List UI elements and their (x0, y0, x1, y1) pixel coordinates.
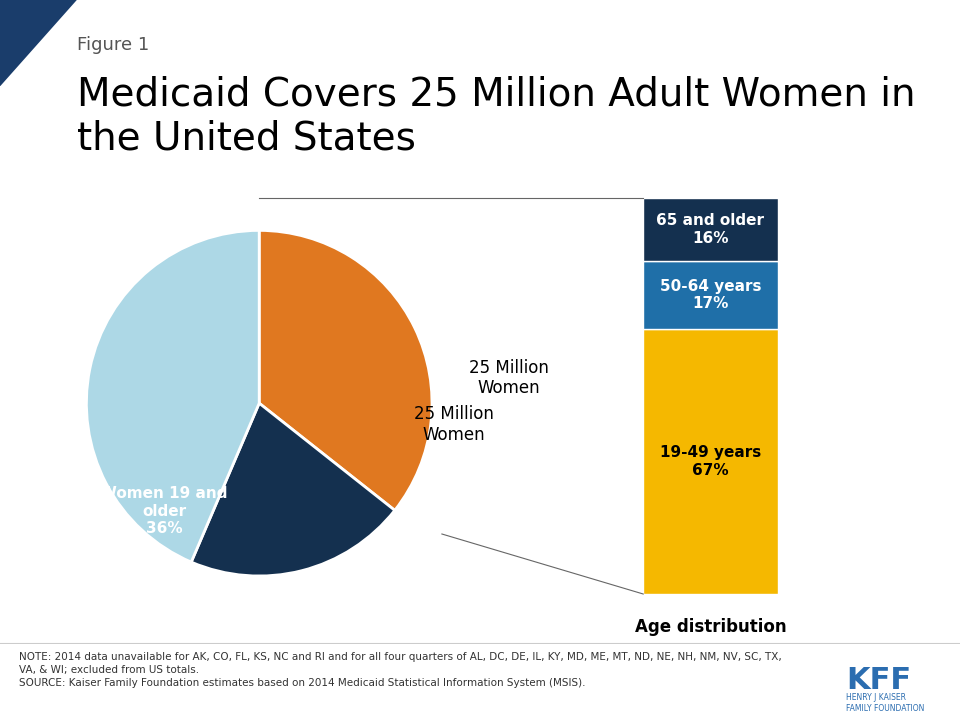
Polygon shape (0, 0, 77, 86)
Text: 19-49 years
67%: 19-49 years 67% (660, 445, 761, 477)
FancyBboxPatch shape (643, 261, 778, 328)
Text: Women 19 and
older
36%: Women 19 and older 36% (101, 486, 228, 536)
Text: 25 Million
Women: 25 Million Women (414, 405, 493, 444)
Wedge shape (259, 230, 432, 510)
Text: 50-64 years
17%: 50-64 years 17% (660, 279, 761, 311)
Text: KFF: KFF (846, 666, 911, 695)
Text: NOTE: 2014 data unavailable for AK, CO, FL, KS, NC and RI and for all four quart: NOTE: 2014 data unavailable for AK, CO, … (19, 652, 782, 688)
Text: 65 and older
16%: 65 and older 16% (657, 213, 764, 246)
Text: Men 19 and
older
21%: Men 19 and older 21% (132, 680, 231, 720)
Wedge shape (191, 403, 395, 576)
FancyBboxPatch shape (643, 198, 778, 261)
Wedge shape (86, 230, 259, 562)
Text: Medicaid Covers 25 Million Adult Women in
the United States: Medicaid Covers 25 Million Adult Women i… (77, 75, 915, 157)
Text: Figure 1: Figure 1 (77, 36, 149, 55)
FancyBboxPatch shape (643, 328, 778, 594)
Text: 25 Million
Women: 25 Million Women (468, 359, 549, 397)
Text: HENRY J KAISER
FAMILY FOUNDATION: HENRY J KAISER FAMILY FOUNDATION (846, 693, 924, 713)
Text: Age distribution: Age distribution (635, 618, 786, 636)
